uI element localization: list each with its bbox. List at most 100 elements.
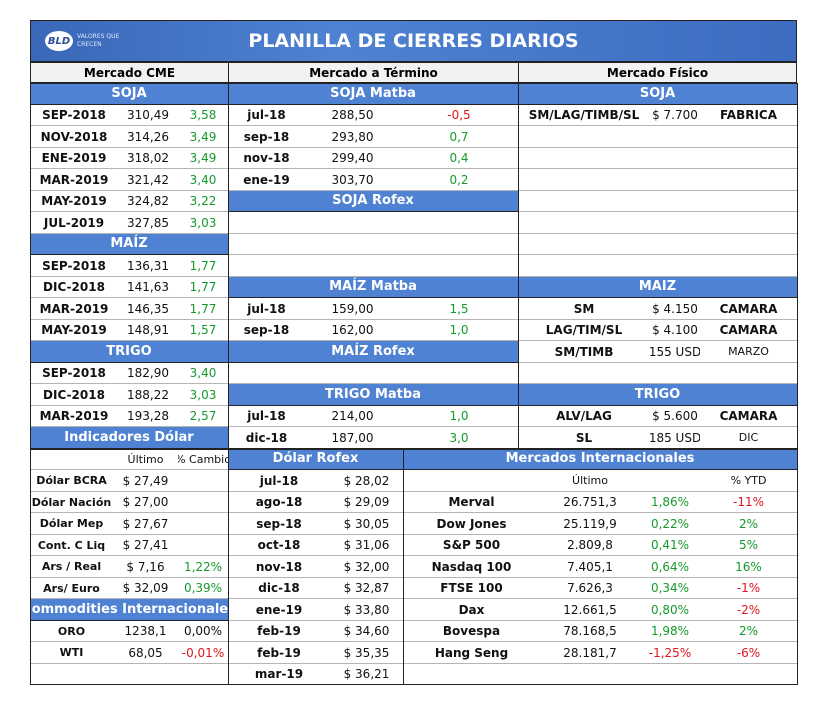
- row-line: [403, 513, 797, 535]
- row-label: mar-19: [254, 667, 304, 682]
- row-label: jul-18: [259, 473, 299, 488]
- cell-value: 26.751,3: [563, 495, 617, 510]
- cell-value: 1,86%: [650, 495, 690, 510]
- cell-value: 318,02: [127, 151, 169, 166]
- row-line: [30, 642, 228, 664]
- row-label: sep-18: [243, 323, 290, 338]
- row-line: [518, 169, 797, 191]
- row-label: nov-18: [255, 559, 303, 574]
- section-title: Mercados Internacionales: [403, 448, 797, 470]
- row-label: Cont. C Liq: [37, 538, 106, 552]
- row-line: [518, 212, 797, 234]
- row-line: [30, 277, 228, 298]
- row-line: [30, 320, 228, 341]
- cell-value: 7.405,1: [567, 559, 613, 574]
- cell-value: 3,40: [189, 172, 217, 187]
- cell-value: 0,64%: [650, 559, 690, 574]
- row-label: MAY-2019: [41, 194, 107, 209]
- cell-value: CAMARA: [719, 301, 778, 316]
- column-label: % YTD: [730, 474, 767, 488]
- row-label: ORO: [57, 624, 86, 638]
- section-title: MAÍZ Rofex: [228, 341, 518, 363]
- section-title: Commodities Internacionales: [30, 599, 228, 621]
- cell-value: $ 31,06: [343, 538, 390, 553]
- cell-value: 3,49: [189, 151, 217, 166]
- row-line: [30, 664, 228, 685]
- cell-value: 1,77: [189, 301, 217, 316]
- row-line: [30, 535, 228, 556]
- row-line: [403, 664, 797, 685]
- cell-value: 187,00: [331, 430, 374, 445]
- cell-value: 0,22%: [650, 516, 690, 531]
- row-line: [518, 298, 797, 320]
- row-line: [30, 470, 228, 492]
- cell-value: -0,5: [447, 108, 471, 123]
- cell-value: FABRICA: [719, 108, 778, 123]
- cell-value: 146,35: [127, 301, 169, 316]
- section-title: SOJA Matba: [228, 83, 518, 105]
- cell-value: 0,4: [449, 151, 469, 166]
- section-title: MAIZ: [518, 276, 797, 298]
- cell-value: 1,0: [449, 409, 469, 424]
- row-line: [30, 556, 228, 578]
- cell-value: $ 33,80: [343, 602, 390, 617]
- section-title: SOJA Rofex: [228, 190, 518, 212]
- cell-value: 25.119,9: [563, 516, 617, 531]
- cell-value: 78.168,5: [563, 624, 617, 639]
- cell-value: CAMARA: [719, 409, 778, 424]
- logo-tagline: VALORES QUE CRECEN: [77, 33, 120, 48]
- row-label: jul-18: [247, 301, 286, 316]
- row-label: FTSE 100: [440, 581, 503, 596]
- row-label: sep-18: [256, 516, 302, 531]
- row-label: ene-19: [255, 602, 303, 617]
- row-label: Dólar Mep: [39, 517, 104, 531]
- cell-value: 0,00%: [183, 624, 223, 639]
- cell-value: 193,28: [127, 409, 169, 424]
- row-label: MAR-2019: [39, 409, 109, 424]
- cell-value: 2.809,8: [567, 538, 613, 553]
- row-line: [228, 212, 518, 234]
- row-label: Ars/ Euro: [43, 581, 100, 595]
- cell-value: 324,82: [127, 194, 169, 209]
- cell-value: 182,90: [127, 366, 169, 381]
- cell-value: $ 7,16: [126, 559, 165, 574]
- section-title: SOJA: [518, 83, 797, 105]
- row-line: [228, 578, 403, 599]
- cell-value: $ 7.700: [652, 108, 698, 123]
- row-label: JUL-2019: [43, 215, 105, 230]
- cell-value: 327,85: [127, 215, 169, 230]
- cell-value: $ 27,41: [122, 538, 169, 553]
- cell-value: 1,5: [449, 301, 469, 316]
- row-line: [228, 642, 403, 664]
- row-line: [403, 642, 797, 664]
- cell-value: 1,22%: [183, 559, 223, 574]
- row-line: [228, 492, 403, 513]
- row-line: [30, 191, 228, 212]
- cell-value: $ 4.100: [652, 323, 698, 338]
- cell-value: $ 27,67: [122, 516, 169, 531]
- cell-value: 7.626,3: [567, 581, 613, 596]
- row-line: [403, 492, 797, 513]
- section-title: Indicadores Dólar: [30, 427, 228, 449]
- cell-value: 2,57: [189, 409, 217, 424]
- row-line: [403, 621, 797, 642]
- cell-value: DIC: [738, 431, 759, 445]
- cell-value: 1238,1: [124, 624, 167, 639]
- cell-value: 1,98%: [650, 624, 690, 639]
- row-label: ALV/LAG: [556, 409, 612, 424]
- row-label: Dow Jones: [436, 516, 507, 531]
- cell-value: MARZO: [728, 345, 769, 359]
- section-title: MAÍZ: [30, 233, 228, 255]
- cell-value: 1,77: [189, 280, 217, 295]
- cell-value: 288,50: [331, 108, 374, 123]
- row-line: [403, 556, 797, 578]
- row-line: [228, 599, 403, 621]
- row-line: [403, 599, 797, 621]
- row-line: [228, 556, 403, 578]
- cell-value: 0,7: [449, 129, 469, 144]
- cell-value: $ 32,87: [343, 581, 390, 596]
- row-line: [518, 341, 797, 363]
- row-label: SEP-2018: [42, 108, 106, 123]
- cell-value: 28.181,7: [563, 645, 617, 660]
- header: PLANILLA DE CIERRES DIARIOS BLD VALORES …: [30, 20, 797, 62]
